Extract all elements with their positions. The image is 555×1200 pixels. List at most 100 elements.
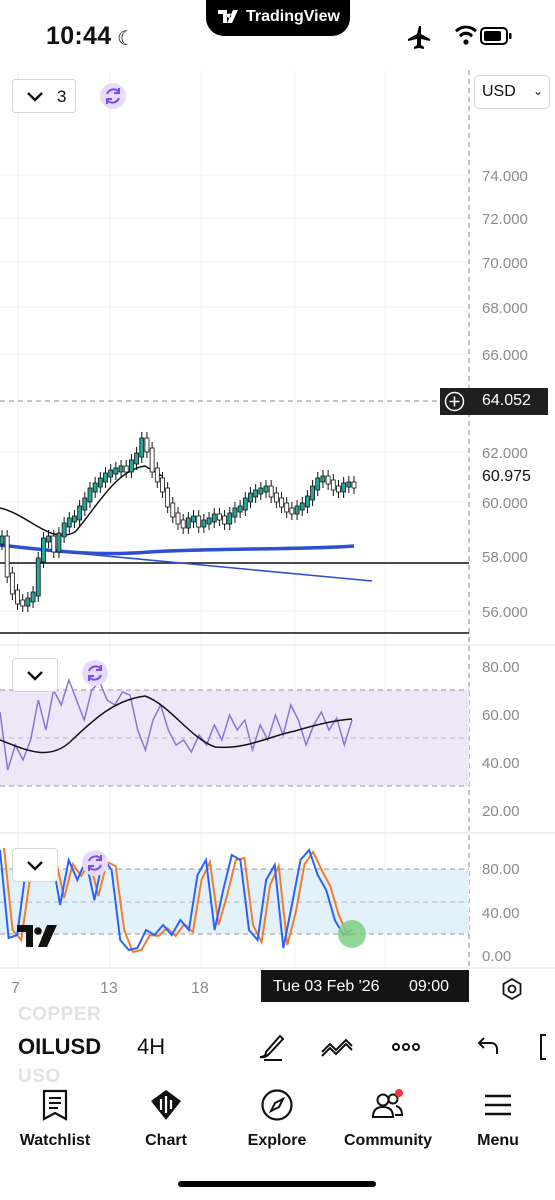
nav-community[interactable]: Community <box>333 1088 443 1150</box>
moving-average-short <box>0 465 163 536</box>
watchlist-icon <box>42 1089 68 1121</box>
indicator-collapse-button[interactable]: 3 <box>12 79 76 113</box>
compass-icon <box>261 1089 293 1121</box>
rsi-collapse-button[interactable] <box>12 658 58 692</box>
home-indicator <box>178 1181 376 1187</box>
indicator-wave-icon[interactable] <box>320 1030 354 1064</box>
candle-body <box>237 505 243 513</box>
candle-body <box>123 465 129 473</box>
rsi-axis-label: 20.00 <box>482 803 520 820</box>
candle-body <box>87 487 93 503</box>
crosshair-price-tag[interactable]: 64.052 <box>440 388 548 415</box>
focus-moon-icon: ☾ <box>117 28 135 50</box>
rsi-ma-line <box>0 695 353 754</box>
menu-icon <box>485 1094 511 1116</box>
nav-menu[interactable]: Menu <box>443 1088 553 1150</box>
sync-icon[interactable] <box>82 850 108 876</box>
add-plus-icon[interactable] <box>444 391 465 412</box>
candle-body <box>232 507 238 518</box>
candle-body <box>118 465 124 473</box>
more-dots-icon[interactable] <box>389 1030 423 1064</box>
candle-body <box>20 599 26 607</box>
price-axis-label: 60.000 <box>482 495 528 512</box>
chevron-down-icon <box>27 92 43 102</box>
candle-body <box>144 437 150 453</box>
wifi-icon <box>455 25 477 45</box>
brush-draw-icon[interactable] <box>254 1030 288 1064</box>
rsi-axis-label: 40.00 <box>482 755 520 772</box>
ghost-symbol-below: USO <box>18 1066 61 1087</box>
airplane-icon <box>408 26 430 49</box>
price-axis-label: 56.000 <box>482 604 528 621</box>
candle-body <box>336 485 341 493</box>
candle-body <box>325 475 331 485</box>
candle-body <box>46 535 51 543</box>
time-axis-label: 13 <box>100 980 118 997</box>
candle-body <box>149 447 155 473</box>
nav-label: Explore <box>247 1132 307 1149</box>
candle-body <box>175 512 181 525</box>
candle-body <box>346 481 352 488</box>
candle-body <box>315 477 321 491</box>
stoch-axis-label: 40.00 <box>482 905 520 922</box>
candle-body <box>35 557 41 597</box>
candle-body <box>351 481 357 489</box>
price-axis-label: 74.000 <box>482 168 528 185</box>
fullscreen-corner-icon[interactable] <box>532 1030 555 1064</box>
currency-select[interactable]: USD ⌄ <box>474 75 550 109</box>
candle-body <box>77 505 83 521</box>
candle-body <box>9 572 15 595</box>
candle-body <box>242 497 248 511</box>
candle-body <box>196 515 202 528</box>
candle-body <box>170 502 176 518</box>
signal-dot <box>338 920 366 948</box>
battery-icon <box>480 27 512 45</box>
price-axis-label: 68.000 <box>482 300 528 317</box>
candle-body <box>310 485 315 501</box>
nav-chart[interactable]: Chart <box>111 1088 221 1150</box>
status-bar: 10:44 ☾ TradingView <box>0 0 555 70</box>
candle-body <box>180 519 186 529</box>
chart-icon <box>151 1090 181 1120</box>
candle-body <box>66 517 72 528</box>
stoch-collapse-button[interactable] <box>12 848 58 882</box>
candle-body <box>263 485 269 493</box>
candle-body <box>330 479 336 491</box>
crosshair-date-tag: Tue 03 Feb '26 09:00 <box>261 970 469 1002</box>
candle-body <box>222 515 227 525</box>
sync-icon[interactable] <box>100 83 126 109</box>
candle-body <box>294 505 300 515</box>
rsi-axis-label: 80.00 <box>482 659 520 676</box>
tradingview-logo-icon <box>218 10 238 23</box>
price-axis-label: 72.000 <box>482 211 528 228</box>
nav-watchlist[interactable]: Watchlist <box>0 1088 110 1150</box>
indicator-count: 3 <box>57 87 67 106</box>
price-axis-label: 58.000 <box>482 549 528 566</box>
interval-selector[interactable]: 4H <box>137 1034 166 1059</box>
rsi-line <box>0 677 353 771</box>
status-icons <box>408 25 512 49</box>
candle-body <box>139 437 145 458</box>
candle-body <box>206 517 212 525</box>
chart-settings-gear-icon[interactable] <box>500 977 524 1001</box>
candle-body <box>4 535 10 578</box>
symbol-name[interactable]: OILUSD <box>18 1034 102 1059</box>
nav-label: Menu <box>477 1132 519 1149</box>
chevron-down-icon <box>27 861 43 871</box>
candlestick-series <box>0 432 357 612</box>
candle-body <box>41 537 46 563</box>
candle-body <box>217 513 222 521</box>
candle-body <box>97 477 103 488</box>
candle-body <box>273 492 279 503</box>
sync-icon[interactable] <box>82 660 108 686</box>
undo-icon[interactable] <box>470 1030 504 1064</box>
candle-body <box>165 487 171 508</box>
island-label: TradingView <box>246 8 340 25</box>
status-time: 10:44 <box>46 22 112 50</box>
nav-label: Chart <box>145 1132 187 1149</box>
candle-body <box>103 472 108 483</box>
price-chart[interactable] <box>0 0 555 1003</box>
candle-body <box>185 517 191 529</box>
nav-explore[interactable]: Explore <box>222 1088 332 1150</box>
candle-body <box>253 489 259 498</box>
